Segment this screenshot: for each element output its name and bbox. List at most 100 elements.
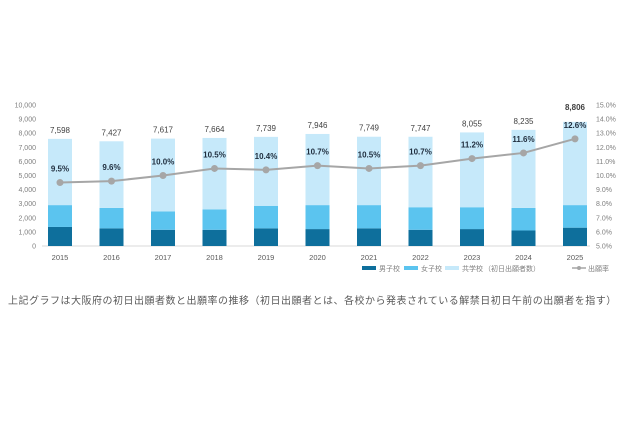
legend-boys: 男子校 — [379, 264, 400, 273]
bar-segment — [460, 132, 484, 208]
rate-marker — [108, 177, 115, 185]
legend-swatch-coed — [445, 266, 459, 270]
y-tick-label: 4,000 — [18, 187, 36, 194]
rate-line — [56, 135, 579, 187]
rate-marker — [159, 172, 167, 179]
y-tick-label: 9,000 — [18, 117, 36, 124]
bar-segment — [511, 230, 536, 246]
bar-segment — [408, 229, 433, 246]
bar-segment — [151, 211, 175, 230]
total-label: 7,749 — [359, 124, 380, 133]
bar-segment — [357, 228, 381, 246]
y2-tick-label: 6.0% — [596, 229, 612, 236]
x-tick-label: 2015 — [52, 253, 69, 262]
rate-label: 10.4% — [255, 152, 278, 161]
y2-tick-label: 11.0% — [596, 159, 615, 166]
bar-segment — [48, 138, 72, 206]
y2-tick-label: 9.0% — [596, 187, 612, 194]
bar-segment — [305, 205, 330, 230]
y2-tick-label: 8.0% — [596, 201, 612, 208]
y2-tick-label: 14.0% — [596, 117, 616, 124]
legend-note: （初日出願者数） — [484, 264, 540, 273]
rate-label: 10.7% — [409, 148, 432, 157]
legend: 男子校 女子校 共学校 （初日出願者数） 出願率 — [362, 264, 609, 273]
bar-segment — [563, 121, 587, 206]
x-tick-label: 2018 — [206, 253, 223, 262]
bar-segment — [357, 205, 381, 229]
data-labels: 7,598 7,427 7,617 7,664 7,739 7,946 7,749 7,747… — [50, 103, 586, 174]
y-tick-label: 8,000 — [18, 131, 36, 138]
rate-label: 10.7% — [306, 148, 329, 157]
y2-tick-label: 13.0% — [596, 131, 616, 138]
x-tick-label: 2024 — [515, 253, 532, 262]
legend-rate: 出願率 — [588, 264, 609, 273]
bar-segment — [202, 137, 227, 210]
x-tick-label: 2020 — [309, 253, 326, 262]
rate-marker — [211, 164, 218, 172]
bar-segment — [408, 207, 433, 230]
bar-segment — [563, 205, 587, 228]
rate-marker — [262, 166, 270, 174]
total-label: 8,806 — [565, 103, 586, 112]
bar-segment — [254, 228, 278, 246]
rate-label: 10.0% — [152, 158, 175, 167]
x-tick-label: 2019 — [258, 253, 275, 262]
bar-segment — [99, 207, 124, 229]
rate-label: 11.2% — [461, 141, 483, 150]
bar-segment — [202, 229, 227, 246]
y2-tick-label: 15.0% — [596, 103, 616, 110]
y2-tick-label: 10.0% — [596, 173, 616, 180]
chart-caption: 上記グラフは大阪府の初日出願者数と出願率の推移（初日出願者とは、各校から発表され… — [8, 296, 617, 307]
bar-segment — [563, 227, 587, 246]
y2-tick-label: 5.0% — [596, 244, 612, 251]
rate-label: 10.5% — [358, 150, 381, 159]
y-tick-label: 0 — [32, 244, 36, 251]
y2-tick-label: 12.0% — [596, 145, 616, 152]
rate-marker — [314, 162, 321, 170]
legend-swatch-boys — [362, 266, 376, 270]
x-tick-label: 2016 — [103, 253, 120, 262]
rate-label: 9.6% — [102, 163, 120, 172]
bar-segment — [305, 229, 330, 246]
rate-marker — [468, 155, 476, 163]
x-axis: 2015 2016 2017 2018 2019 2020 2021 2022 2023 2024… — [52, 253, 584, 262]
bar-segment — [408, 136, 433, 208]
legend-coed: 共学校 — [462, 264, 483, 273]
rate-marker — [520, 149, 527, 157]
bar-segment — [460, 207, 484, 230]
legend-swatch-girls — [404, 266, 418, 270]
bar-segment — [202, 209, 227, 230]
bar-segment — [460, 229, 484, 246]
bar-segment — [48, 226, 72, 246]
total-label: 7,664 — [204, 125, 225, 134]
y2-tick-label: 7.0% — [596, 215, 612, 222]
bar-segment — [99, 228, 124, 246]
rate-marker — [417, 162, 424, 170]
total-label: 7,739 — [256, 124, 277, 133]
rate-marker — [365, 164, 373, 172]
y-tick-label: 2,000 — [18, 215, 36, 222]
legend-girls: 女子校 — [421, 264, 442, 273]
rate-label: 11.6% — [512, 135, 534, 144]
total-label: 7,427 — [101, 128, 122, 137]
total-label: 7,747 — [410, 124, 431, 133]
y-tick-label: 5,000 — [18, 173, 36, 180]
total-label: 7,617 — [153, 126, 174, 135]
y-tick-label: 7,000 — [18, 145, 36, 152]
rate-label: 10.5% — [203, 150, 226, 159]
bar-segment — [511, 207, 536, 231]
y-tick-label: 1,000 — [18, 229, 36, 236]
y-tick-label: 3,000 — [18, 201, 36, 208]
bar-segment — [99, 141, 124, 208]
bar-segment — [254, 205, 278, 229]
x-tick-label: 2023 — [464, 253, 481, 262]
rate-marker — [571, 135, 579, 143]
rate-marker — [56, 179, 64, 187]
bar-segment — [511, 129, 536, 208]
total-label: 7,946 — [307, 121, 328, 130]
y-tick-label: 6,000 — [18, 159, 36, 166]
bar-segment — [151, 229, 175, 246]
applicants-chart: 0 1,000 2,000 3,000 4,000 5,000 6,000 7,000 8,00… — [15, 103, 616, 274]
stacked-bars — [48, 121, 587, 246]
x-tick-label: 2022 — [412, 253, 429, 262]
